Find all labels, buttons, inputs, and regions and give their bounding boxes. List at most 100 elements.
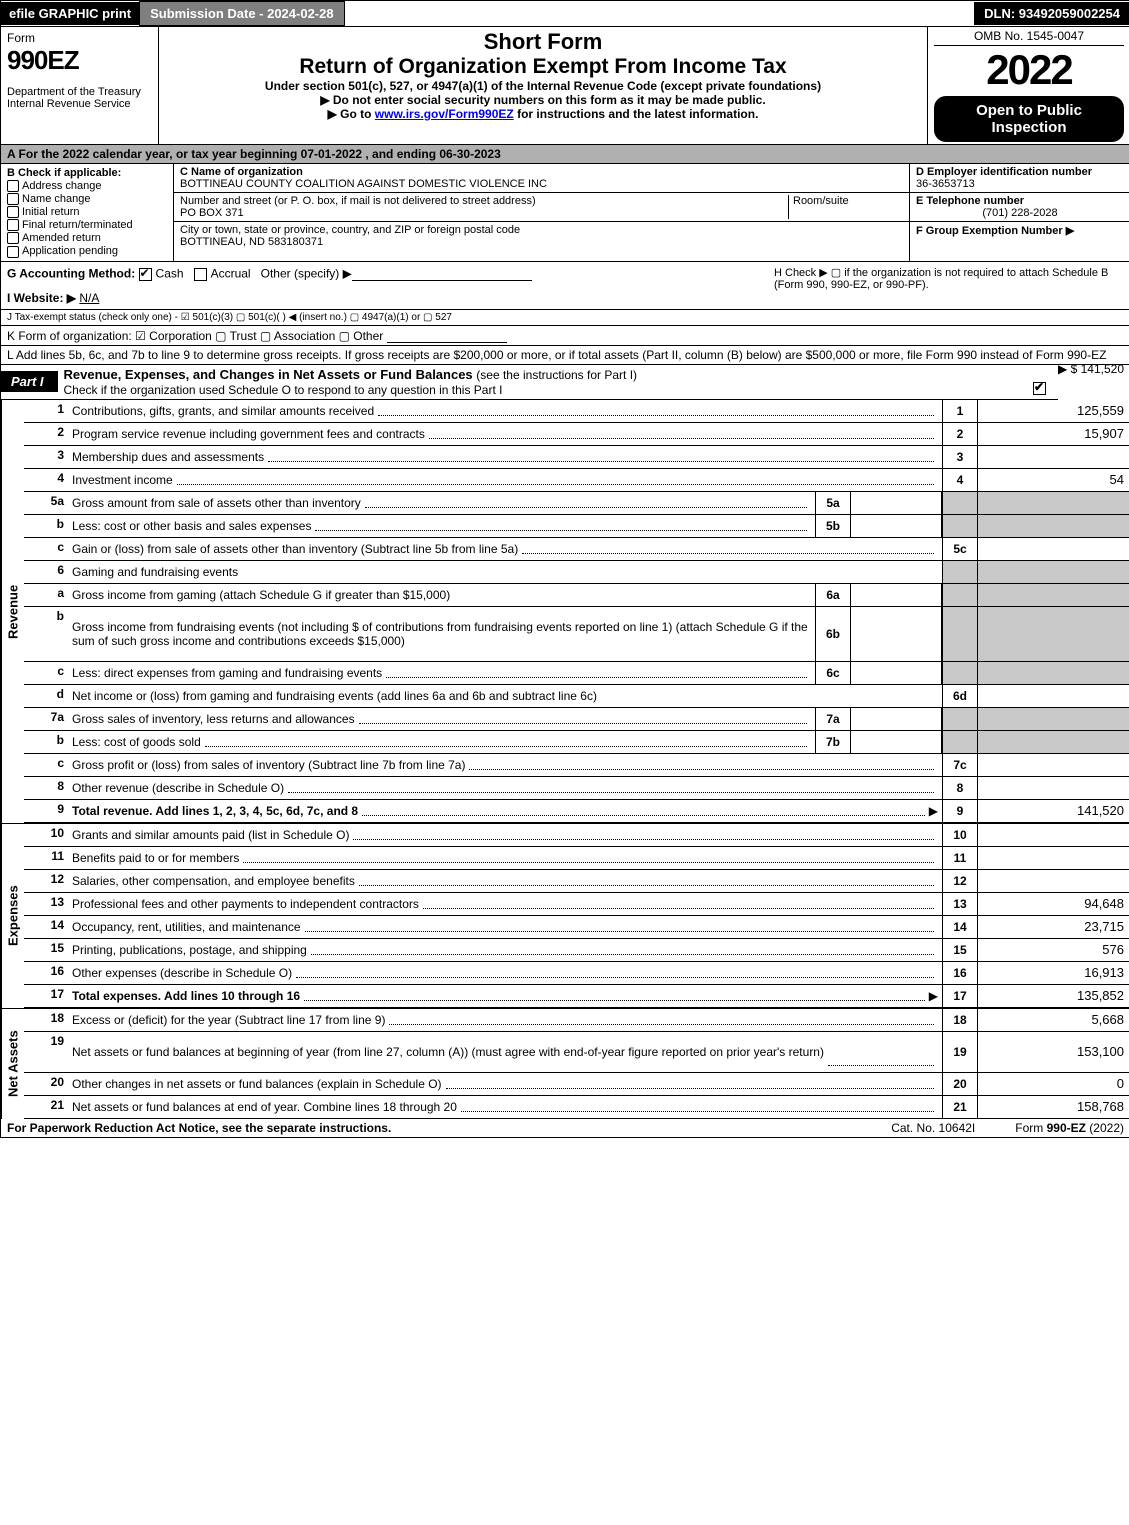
sidebar-netassets: Net Assets [1,1009,24,1119]
subval-6a [851,584,942,606]
val-6d [978,685,1129,707]
footer-catno: Cat. No. 10642I [891,1121,975,1135]
line-6b: b Gross income from fundraising events (… [24,607,1129,662]
form-label: Form [7,31,152,45]
f-group: F Group Exemption Number ▶ [910,222,1129,239]
val-3 [978,446,1129,468]
line-8: 8 Other revenue (describe in Schedule O)… [24,777,1129,800]
netassets-grid: 18Excess or (deficit) for the year (Subt… [24,1009,1129,1119]
i-label: I Website: ▶ [7,291,76,305]
col-def: D Employer identification number 36-3653… [910,164,1129,261]
line-15: 15Printing, publications, postage, and s… [24,939,1129,962]
efile-label: efile GRAPHIC print [1,2,139,25]
subtitle-goto: ▶ Go to www.irs.gov/Form990EZ for instru… [165,107,921,121]
sidebar-expenses: Expenses [1,824,24,1008]
val-20: 0 [978,1073,1129,1095]
irs-link[interactable]: www.irs.gov/Form990EZ [375,107,514,121]
chk-accrual[interactable] [194,268,207,281]
expenses-grid: 10Grants and similar amounts paid (list … [24,824,1129,1008]
checkbox-icon [7,206,19,218]
l-gross-receipts: L Add lines 5b, 6c, and 7b to line 9 to … [1,346,1129,365]
revenue-grid: 1 Contributions, gifts, grants, and simi… [24,400,1129,823]
line-13: 13Professional fees and other payments t… [24,893,1129,916]
chk-initial[interactable]: Initial return [7,206,167,218]
val-14: 23,715 [978,916,1129,938]
val-19: 153,100 [978,1032,1129,1072]
part1-header: Part I Revenue, Expenses, and Changes in… [1,365,1058,400]
line-6c: c Less: direct expenses from gaming and … [24,662,1129,685]
h-schedule-b: H Check ▶ ▢ if the organization is not r… [768,266,1124,305]
expenses-wrapper: Expenses 10Grants and similar amounts pa… [1,823,1129,1008]
val-5c [978,538,1129,560]
department-label: Department of the Treasury Internal Reve… [7,86,152,110]
city-row: City or town, state or province, country… [174,222,909,250]
line-14: 14Occupancy, rent, utilities, and mainte… [24,916,1129,939]
k-text: K Form of organization: ☑ Corporation ▢ … [7,329,383,343]
chk-amended[interactable]: Amended return [7,232,167,244]
val-2: 15,907 [978,423,1129,445]
chk-final[interactable]: Final return/terminated [7,219,167,231]
val-12 [978,870,1129,892]
d-ein: D Employer identification number 36-3653… [910,164,1129,193]
arrow-icon: ▶ [929,989,938,1003]
chk-name[interactable]: Name change [7,193,167,205]
header-right: OMB No. 1545-0047 2022 Open to Public In… [928,27,1129,144]
line-12: 12Salaries, other compensation, and empl… [24,870,1129,893]
col-c-org: C Name of organization BOTTINEAU COUNTY … [174,164,910,261]
subtitle-ssn: ▶ Do not enter social security numbers o… [165,93,921,107]
checkbox-icon [7,232,19,244]
room-suite: Room/suite [788,195,903,219]
line-2: 2 Program service revenue including gove… [24,423,1129,446]
chk-pending[interactable]: Application pending [7,245,167,257]
line-6d: d Net income or (loss) from gaming and f… [24,685,1129,708]
chk-address[interactable]: Address change [7,180,167,192]
title-return: Return of Organization Exempt From Incom… [165,55,921,79]
city-value: BOTTINEAU, ND 583180371 [180,236,323,248]
checkbox-icon [7,193,19,205]
goto-pre: ▶ Go to [328,107,375,121]
e-label: E Telephone number [916,195,1024,207]
footer-left: For Paperwork Reduction Act Notice, see … [7,1121,391,1135]
subval-6b [851,607,942,661]
street-value: PO BOX 371 [180,207,244,219]
val-17: 135,852 [978,985,1129,1007]
footer-right: Form 990-EZ (2022) [1015,1121,1124,1135]
line-1: 1 Contributions, gifts, grants, and simi… [24,400,1129,423]
part1-title-sub: (see the instructions for Part I) [476,368,637,382]
city-label: City or town, state or province, country… [180,224,520,236]
other-specify-line[interactable] [352,266,532,281]
k-other-line[interactable] [387,328,507,343]
b-label: B Check if applicable: [7,167,167,179]
val-13: 94,648 [978,893,1129,915]
part1-checkbox[interactable] [1033,382,1046,395]
line-17: 17Total expenses. Add lines 10 through 1… [24,985,1129,1008]
val-16: 16,913 [978,962,1129,984]
subval-7b [851,731,942,753]
top-bar: efile GRAPHIC print Submission Date - 20… [1,1,1129,26]
part1-check-text: Check if the organization used Schedule … [64,383,503,397]
checkbox-icon [7,219,19,231]
e-phone: E Telephone number (701) 228-2028 [910,193,1129,222]
header-center: Short Form Return of Organization Exempt… [159,27,928,144]
line-7c: c Gross profit or (loss) from sales of i… [24,754,1129,777]
val-21: 158,768 [978,1096,1129,1118]
line-21: 21Net assets or fund balances at end of … [24,1096,1129,1119]
l-text: L Add lines 5b, 6c, and 7b to line 9 to … [7,348,1106,362]
line-3: 3 Membership dues and assessments 3 [24,446,1129,469]
line-7b: b Less: cost of goods sold 7b [24,731,1129,754]
f-label: F Group Exemption Number ▶ [916,225,1074,237]
netassets-wrapper: Net Assets 18Excess or (deficit) for the… [1,1008,1129,1119]
part1-title: Revenue, Expenses, and Changes in Net As… [58,365,1059,399]
line-9: 9 Total revenue. Add lines 1, 2, 3, 4, 5… [24,800,1129,823]
chk-cash[interactable] [139,268,152,281]
val-8 [978,777,1129,799]
street-row: Number and street (or P. O. box, if mail… [174,193,909,222]
subtitle-code: Under section 501(c), 527, or 4947(a)(1)… [165,79,921,93]
g-accounting: G Accounting Method: Cash Accrual Other … [7,266,768,305]
val-15: 576 [978,939,1129,961]
dln-label: DLN: 93492059002254 [974,2,1129,25]
submission-date: Submission Date - 2024-02-28 [139,1,345,26]
open-to-public: Open to Public Inspection [934,96,1124,142]
goto-post: for instructions and the latest informat… [514,107,759,121]
subval-7a [851,708,942,730]
